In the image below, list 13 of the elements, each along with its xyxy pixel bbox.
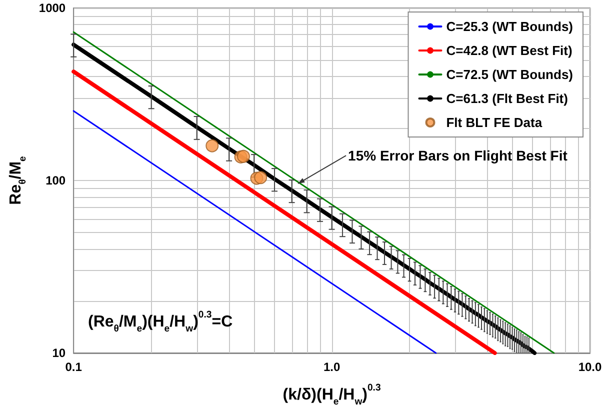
legend-label: Flt BLT FE Data (446, 115, 543, 130)
y-tick-label: 100 (46, 174, 66, 188)
x-tick-label: 10.0 (578, 360, 602, 374)
y-tick-label: 1000 (38, 1, 66, 15)
x-tick-label: 1.0 (323, 360, 340, 374)
x-tick-label: 0.1 (65, 360, 82, 374)
legend-label: C=42.8 (WT Best Fit) (446, 43, 572, 58)
y-axis-title: Reθ/Me (8, 156, 28, 205)
annotation: 15% Error Bars on Flight Best Fit (348, 148, 568, 164)
legend-label: C=61.3 (Flt Best Fit) (446, 91, 568, 106)
legend-label: C=25.3 (WT Bounds) (446, 19, 574, 34)
legend-label: C=72.5 (WT Bounds) (446, 67, 574, 82)
y-tick-label: 10 (52, 346, 66, 360)
